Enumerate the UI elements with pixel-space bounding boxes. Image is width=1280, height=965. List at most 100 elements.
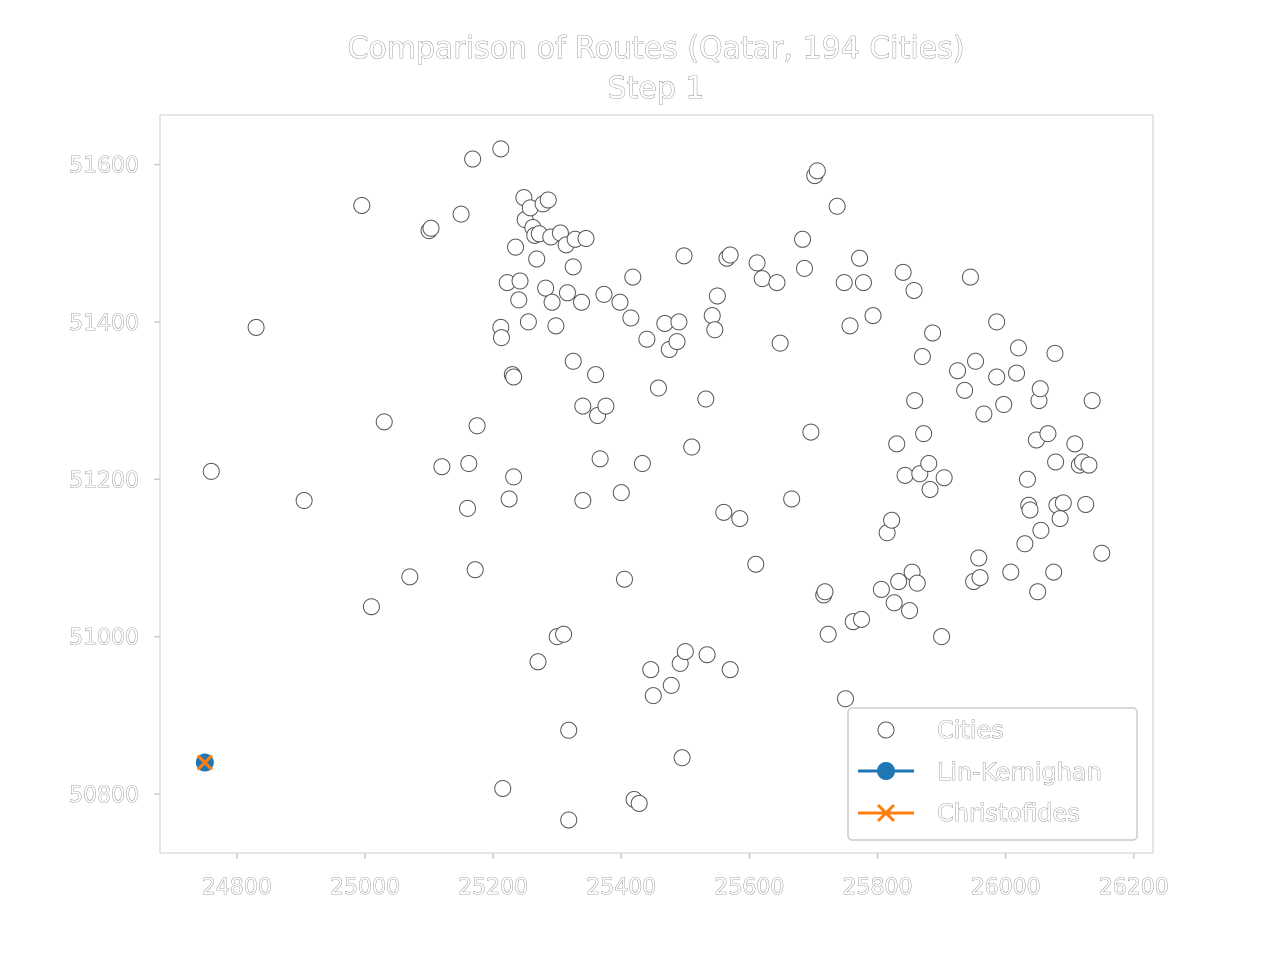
legend-box <box>847 707 1138 841</box>
city-point <box>591 450 609 468</box>
city-point <box>555 625 573 643</box>
city-point <box>539 191 557 209</box>
x-tick-label: 26200 <box>1099 875 1169 900</box>
city-point <box>668 333 686 351</box>
city-point <box>715 503 733 521</box>
city-point <box>872 580 890 598</box>
chart-subtitle: Step 1 <box>608 71 705 106</box>
city-point <box>452 205 470 223</box>
city-point <box>362 598 380 616</box>
city-point <box>670 313 688 331</box>
city-point <box>597 397 615 415</box>
city-point <box>577 230 595 248</box>
city-point <box>587 366 605 384</box>
city-point <box>835 274 853 292</box>
city-point <box>905 281 923 299</box>
city-point <box>492 329 510 347</box>
city-point <box>564 352 582 370</box>
city-point <box>630 794 648 812</box>
city-point <box>511 272 529 290</box>
city-point <box>662 676 680 694</box>
city-point <box>708 287 726 305</box>
x-tick-label: 24800 <box>202 875 272 900</box>
city-point <box>1039 425 1057 443</box>
city-point <box>795 259 813 277</box>
city-point <box>460 455 478 473</box>
city-point <box>908 574 926 592</box>
legend-lk-label: Lin-Kernighan <box>937 758 1102 786</box>
city-point <box>247 318 265 336</box>
city-point <box>505 468 523 486</box>
city-point <box>468 417 486 435</box>
city-point <box>802 423 820 441</box>
x-tick-label: 25800 <box>843 875 913 900</box>
city-point <box>896 466 914 484</box>
city-point <box>698 646 716 664</box>
city-point <box>492 140 510 158</box>
city-point <box>890 573 908 591</box>
city-point <box>683 438 701 456</box>
city-point <box>933 628 951 646</box>
city-point <box>988 313 1006 331</box>
city-point <box>956 381 974 399</box>
city-point <box>673 749 691 767</box>
city-point <box>748 254 766 272</box>
city-point <box>507 238 525 256</box>
legend-christofides-label: Christofides <box>937 799 1080 827</box>
city-point <box>466 561 484 579</box>
city-point <box>747 555 765 573</box>
city-point <box>988 368 1006 386</box>
city-point <box>853 610 871 628</box>
city-point <box>464 150 482 168</box>
city-point <box>901 602 919 620</box>
city-point <box>851 249 869 267</box>
city-point <box>649 379 667 397</box>
plot-area <box>159 114 1154 854</box>
chart-title: Comparison of Routes (Qatar, 194 Cities) <box>347 31 964 66</box>
city-point <box>676 643 694 661</box>
city-point <box>885 594 903 612</box>
city-point <box>836 690 854 708</box>
city-point <box>854 274 872 292</box>
city-point <box>1046 344 1064 362</box>
city-point <box>505 368 523 386</box>
city-point <box>967 352 985 370</box>
city-point <box>970 549 988 567</box>
city-point <box>560 721 578 739</box>
x-tick-label: 25200 <box>458 875 528 900</box>
city-point <box>731 510 749 528</box>
city-point <box>1045 563 1063 581</box>
legend-christofides-marker <box>876 803 896 823</box>
city-point <box>1047 453 1065 471</box>
x-tick-label: 26000 <box>971 875 1041 900</box>
city-point <box>519 313 537 331</box>
city-point <box>915 425 933 443</box>
city-point <box>459 499 477 517</box>
city-point <box>906 392 924 410</box>
city-point <box>819 625 837 643</box>
city-point <box>1093 544 1111 562</box>
city-point <box>644 687 662 705</box>
city-point <box>1008 364 1026 382</box>
x-tick-label: 25600 <box>714 875 784 900</box>
city-point <box>642 661 660 679</box>
city-point <box>841 317 859 335</box>
city-point <box>913 348 931 366</box>
city-point <box>494 779 512 797</box>
city-point <box>528 250 546 268</box>
city-point <box>864 307 882 325</box>
city-point <box>753 270 771 288</box>
city-point <box>816 583 834 601</box>
city-point <box>433 458 451 476</box>
city-point <box>1083 392 1101 410</box>
city-point <box>537 279 555 297</box>
legend-cities-marker <box>877 721 895 739</box>
city-point <box>828 197 846 215</box>
x-tick-label: 25000 <box>330 875 400 900</box>
city-point <box>961 268 979 286</box>
y-tick-label: 50800 <box>69 783 139 808</box>
city-point <box>1018 470 1036 488</box>
y-tick-label: 51000 <box>69 626 139 651</box>
city-point <box>1021 501 1039 519</box>
